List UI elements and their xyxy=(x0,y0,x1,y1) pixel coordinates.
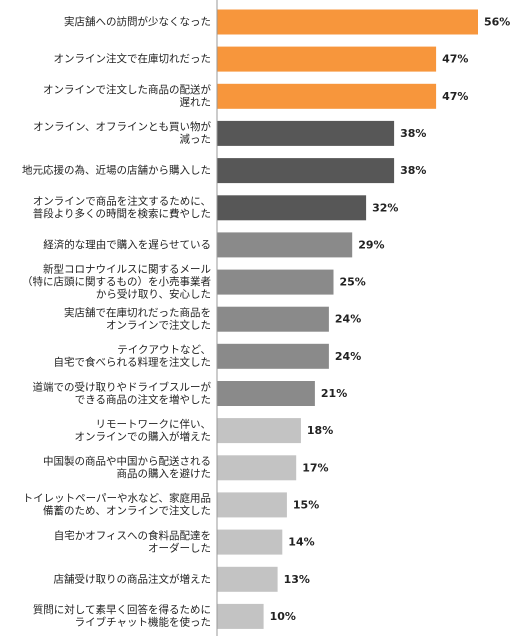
bar-2 xyxy=(217,46,437,72)
value-label-9: 24% xyxy=(335,313,361,326)
bar-15 xyxy=(217,529,283,555)
category-label-line: オンラインで注文した xyxy=(106,318,211,331)
value-label-5: 38% xyxy=(400,164,426,177)
value-label-14: 15% xyxy=(293,498,319,511)
bar-10 xyxy=(217,343,329,369)
category-labels-group: 実店舗への訪問が少なくなったオンライン注文で在庫切れだったオンラインで注文した商… xyxy=(22,15,211,629)
value-label-8: 25% xyxy=(340,276,366,289)
bar-13 xyxy=(217,455,297,481)
category-label-16: 店舗受け取りの商品注文が増えた xyxy=(54,572,212,585)
category-label-line: 新型コロナウイルスに関するメール xyxy=(43,263,211,276)
value-label-10: 24% xyxy=(335,350,361,363)
category-label-line: 普段より多くの時間を検索に費やした xyxy=(33,207,211,220)
bar-1 xyxy=(217,9,478,35)
category-label-12: リモートワークに伴い、オンラインでの購入が増えた xyxy=(75,417,212,443)
value-label-12: 18% xyxy=(307,424,333,437)
category-label-line: 実店舗で在庫切れだった商品を xyxy=(64,306,211,319)
category-label-line: （特に店頭に関するもの）を小売事業者 xyxy=(22,275,211,288)
category-label-line: 自宅かオフィスへの食料品配達を xyxy=(54,529,211,542)
category-label-line: トイレットペーパーや水など、家庭用品 xyxy=(23,492,211,505)
bar-5 xyxy=(217,158,395,184)
category-label-5: 地元応援の為、近場の店舗から購入した xyxy=(22,164,211,177)
category-label-line: 質問に対して素早く回答を得るために xyxy=(33,603,211,616)
category-label-3: オンラインで注文した商品の配送が遅れた xyxy=(43,83,211,109)
category-label-line: 備蓄のため、オンラインで注文した xyxy=(43,504,211,517)
value-label-16: 13% xyxy=(284,573,310,586)
category-label-line: 店舗受け取りの商品注文が増えた xyxy=(54,572,212,585)
category-label-line: から受け取り、安心した xyxy=(96,288,211,301)
value-label-3: 47% xyxy=(442,90,468,103)
category-label-line: オーダーした xyxy=(148,541,211,554)
bar-11 xyxy=(217,381,315,406)
category-label-line: 実店舗への訪問が少なくなった xyxy=(64,15,211,28)
bar-12 xyxy=(217,418,301,444)
value-label-17: 10% xyxy=(270,610,296,623)
category-label-line: ライブチャット機能を使った xyxy=(75,616,211,629)
bar-3 xyxy=(217,83,437,109)
value-label-13: 17% xyxy=(302,461,328,474)
category-label-14: トイレットペーパーや水など、家庭用品備蓄のため、オンラインで注文した xyxy=(23,492,211,518)
value-label-2: 47% xyxy=(442,53,468,66)
category-label-line: 減った xyxy=(180,133,212,146)
category-label-2: オンライン注文で在庫切れだった xyxy=(54,52,212,65)
bar-4 xyxy=(217,120,395,146)
category-label-15: 自宅かオフィスへの食料品配達をオーダーした xyxy=(54,529,211,555)
category-label-10: テイクアウトなど、自宅で食べられる料理を注文した xyxy=(54,344,212,369)
category-label-line: オンラインで注文した商品の配送が xyxy=(43,83,211,96)
category-label-line: 自宅で食べられる料理を注文した xyxy=(54,356,212,369)
bar-7 xyxy=(217,232,353,258)
bars-group xyxy=(217,9,478,629)
bar-14 xyxy=(217,492,287,518)
category-label-13: 中国製の商品や中国から配送される商品の購入を避けた xyxy=(43,455,211,481)
value-label-7: 29% xyxy=(358,238,384,251)
bar-17 xyxy=(217,603,264,629)
category-label-line: テイクアウトなど、 xyxy=(117,344,211,356)
category-label-line: 道端での受け取りやドライブスルーが xyxy=(33,380,212,393)
value-label-6: 32% xyxy=(372,201,398,214)
category-label-1: 実店舗への訪問が少なくなった xyxy=(64,15,211,28)
category-label-line: 地元応援の為、近場の店舗から購入した xyxy=(22,164,211,177)
category-label-line: できる商品の注文を増やした xyxy=(75,393,211,406)
bar-6 xyxy=(217,195,367,221)
value-label-1: 56% xyxy=(484,16,510,29)
category-label-line: オンライン注文で在庫切れだった xyxy=(54,52,212,65)
category-label-4: オンライン、オフラインとも買い物が減った xyxy=(33,120,211,146)
category-label-8: 新型コロナウイルスに関するメール（特に店頭に関するもの）を小売事業者から受け取り… xyxy=(22,263,211,301)
category-label-line: リモートワークに伴い、 xyxy=(96,417,212,430)
category-label-line: 経済的な理由で購入を遅らせている xyxy=(43,238,211,251)
category-label-line: 商品の購入を避けた xyxy=(117,467,212,480)
category-label-line: 中国製の商品や中国から配送される xyxy=(43,455,211,468)
category-label-6: オンラインで商品を注文するために、普段より多くの時間を検索に費やした xyxy=(33,195,211,221)
category-label-line: オンライン、オフラインとも買い物が xyxy=(33,120,211,133)
bar-8 xyxy=(217,269,334,295)
value-label-4: 38% xyxy=(400,127,426,140)
bar-9 xyxy=(217,306,329,332)
value-label-15: 14% xyxy=(288,536,314,549)
value-labels-group: 56% 47% 47% 38% 38% 32% 29% 25% 24% 24% 21% 18% 17% 1… xyxy=(270,16,511,623)
category-label-line: 遅れた xyxy=(180,97,212,109)
category-label-line: オンラインで商品を注文するために、 xyxy=(33,195,211,208)
category-label-line: オンラインでの購入が増えた xyxy=(75,430,212,443)
value-label-11: 21% xyxy=(321,387,347,400)
category-label-17: 質問に対して素早く回答を得るためにライブチャット機能を使った xyxy=(33,603,211,629)
bar-16 xyxy=(217,566,278,592)
category-label-11: 道端での受け取りやドライブスルーができる商品の注文を増やした xyxy=(33,380,212,406)
category-label-7: 経済的な理由で購入を遅らせている xyxy=(43,238,211,251)
category-label-9: 実店舗で在庫切れだった商品をオンラインで注文した xyxy=(64,306,211,332)
